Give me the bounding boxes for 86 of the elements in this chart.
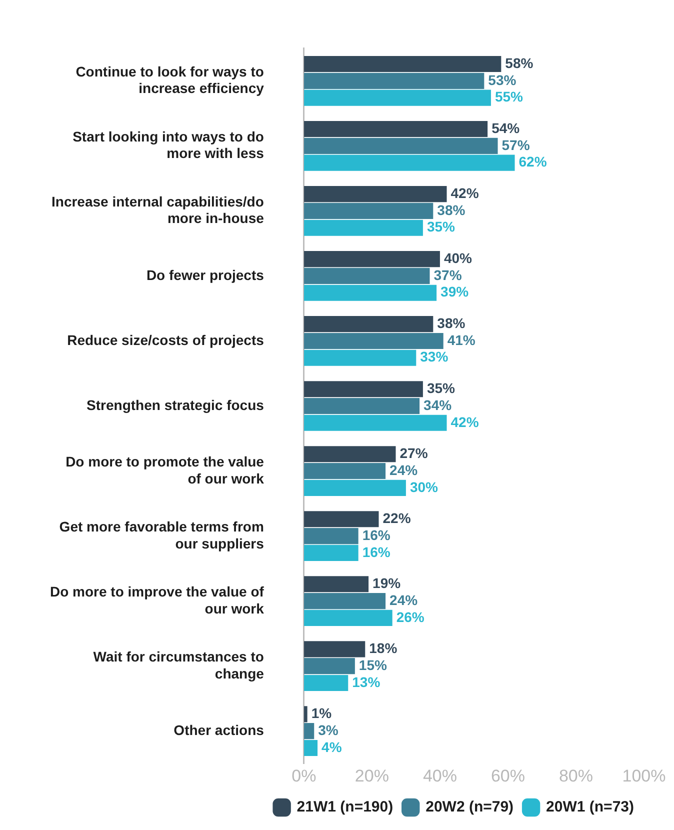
data-label: 24%: [390, 462, 418, 478]
data-label: 42%: [450, 184, 480, 201]
x-tick-label: 60%: [490, 766, 525, 786]
bar: [304, 268, 430, 284]
y-tick-label: Reduce size/costs of projects: [67, 332, 264, 348]
x-tick-label: 100%: [622, 766, 666, 786]
data-label: 35%: [426, 218, 456, 235]
bar: [304, 723, 314, 740]
bar: [304, 511, 379, 528]
y-tick-label: Do fewer projects: [146, 266, 264, 283]
y-tick-label: Do more to improve the value of our work: [50, 584, 264, 616]
bar: [304, 658, 355, 674]
bar: [304, 462, 386, 480]
data-label: 42%: [450, 414, 480, 430]
y-tick-label: Get more favorable terms from our suppliers: [59, 518, 264, 552]
data-label: 15%: [358, 656, 388, 673]
data-label: 33%: [420, 348, 449, 365]
bar: [304, 202, 434, 219]
data-label: 41%: [447, 332, 476, 348]
bar: [304, 72, 484, 89]
data-label: 19%: [372, 575, 402, 592]
data-label: 53%: [488, 72, 517, 88]
data-label: 4%: [322, 738, 342, 755]
bar: [304, 674, 348, 692]
y-tick-label: Do more to promote the value of our work: [66, 453, 264, 486]
data-label: 54%: [492, 120, 520, 136]
bar: [304, 480, 406, 496]
data-label: 34%: [424, 396, 452, 413]
data-label: 16%: [362, 526, 391, 543]
y-tick-label: Continue to look for ways to increase efficiency: [76, 63, 264, 96]
bar: [304, 593, 386, 610]
data-label: 16%: [362, 544, 391, 560]
data-label: 37%: [434, 266, 462, 283]
x-tick-label: 80%: [558, 766, 593, 786]
data-label: 18%: [369, 640, 398, 656]
data-label: 24%: [390, 592, 418, 608]
data-label: 39%: [440, 284, 470, 300]
bar: [304, 251, 440, 268]
y-tick-label: Increase internal capabilities/do more in-house: [52, 193, 264, 226]
bar: [304, 528, 358, 544]
y-tick-label: Other actions: [174, 722, 264, 738]
data-label: 38%: [437, 202, 466, 218]
data-label: 38%: [437, 314, 466, 331]
bar: [304, 641, 366, 658]
data-label: 40%: [444, 250, 473, 266]
legend-label: 20W2 (n=79): [426, 798, 514, 816]
bar: [304, 576, 369, 592]
data-label: 27%: [400, 444, 428, 461]
bar: [304, 138, 498, 154]
bar: [304, 220, 423, 236]
y-tick-label: Strengthen strategic focus: [86, 396, 264, 413]
bar: [304, 381, 423, 398]
data-label: 55%: [494, 88, 524, 105]
bar: [304, 610, 392, 626]
bar: [304, 90, 491, 106]
x-tick-label: 0%: [292, 766, 316, 786]
bar: [304, 120, 488, 138]
data-label: 30%: [410, 478, 439, 495]
bar: [304, 414, 447, 431]
y-tick-label: Start looking into ways to do more with less: [72, 128, 264, 162]
bar: [304, 706, 308, 722]
bar: [304, 544, 358, 561]
data-label: 62%: [518, 154, 548, 170]
data-label: 57%: [502, 136, 530, 153]
data-label: 1%: [311, 705, 332, 722]
bar: [304, 316, 434, 332]
x-tick-label: 40%: [422, 766, 457, 786]
bar: [304, 446, 396, 462]
bar: [304, 186, 447, 202]
data-label: 26%: [396, 608, 425, 625]
bar: [304, 398, 420, 414]
legend-label: 21W1 (n=190): [296, 798, 394, 816]
bar: [304, 350, 416, 366]
data-label: 3%: [318, 722, 339, 738]
data-label: 58%: [505, 54, 534, 71]
bar: [304, 332, 444, 350]
data-label: 22%: [382, 510, 412, 526]
bar: [304, 56, 502, 72]
y-tick-label: Wait for circumstances to change: [93, 648, 264, 682]
bar: [304, 284, 437, 301]
data-label: 13%: [352, 674, 381, 690]
x-tick-label: 20%: [354, 766, 389, 786]
bar: [304, 740, 318, 756]
data-label: 35%: [426, 380, 456, 396]
legend-label: 20W1 (n=73): [546, 798, 634, 816]
bar: [304, 154, 515, 171]
